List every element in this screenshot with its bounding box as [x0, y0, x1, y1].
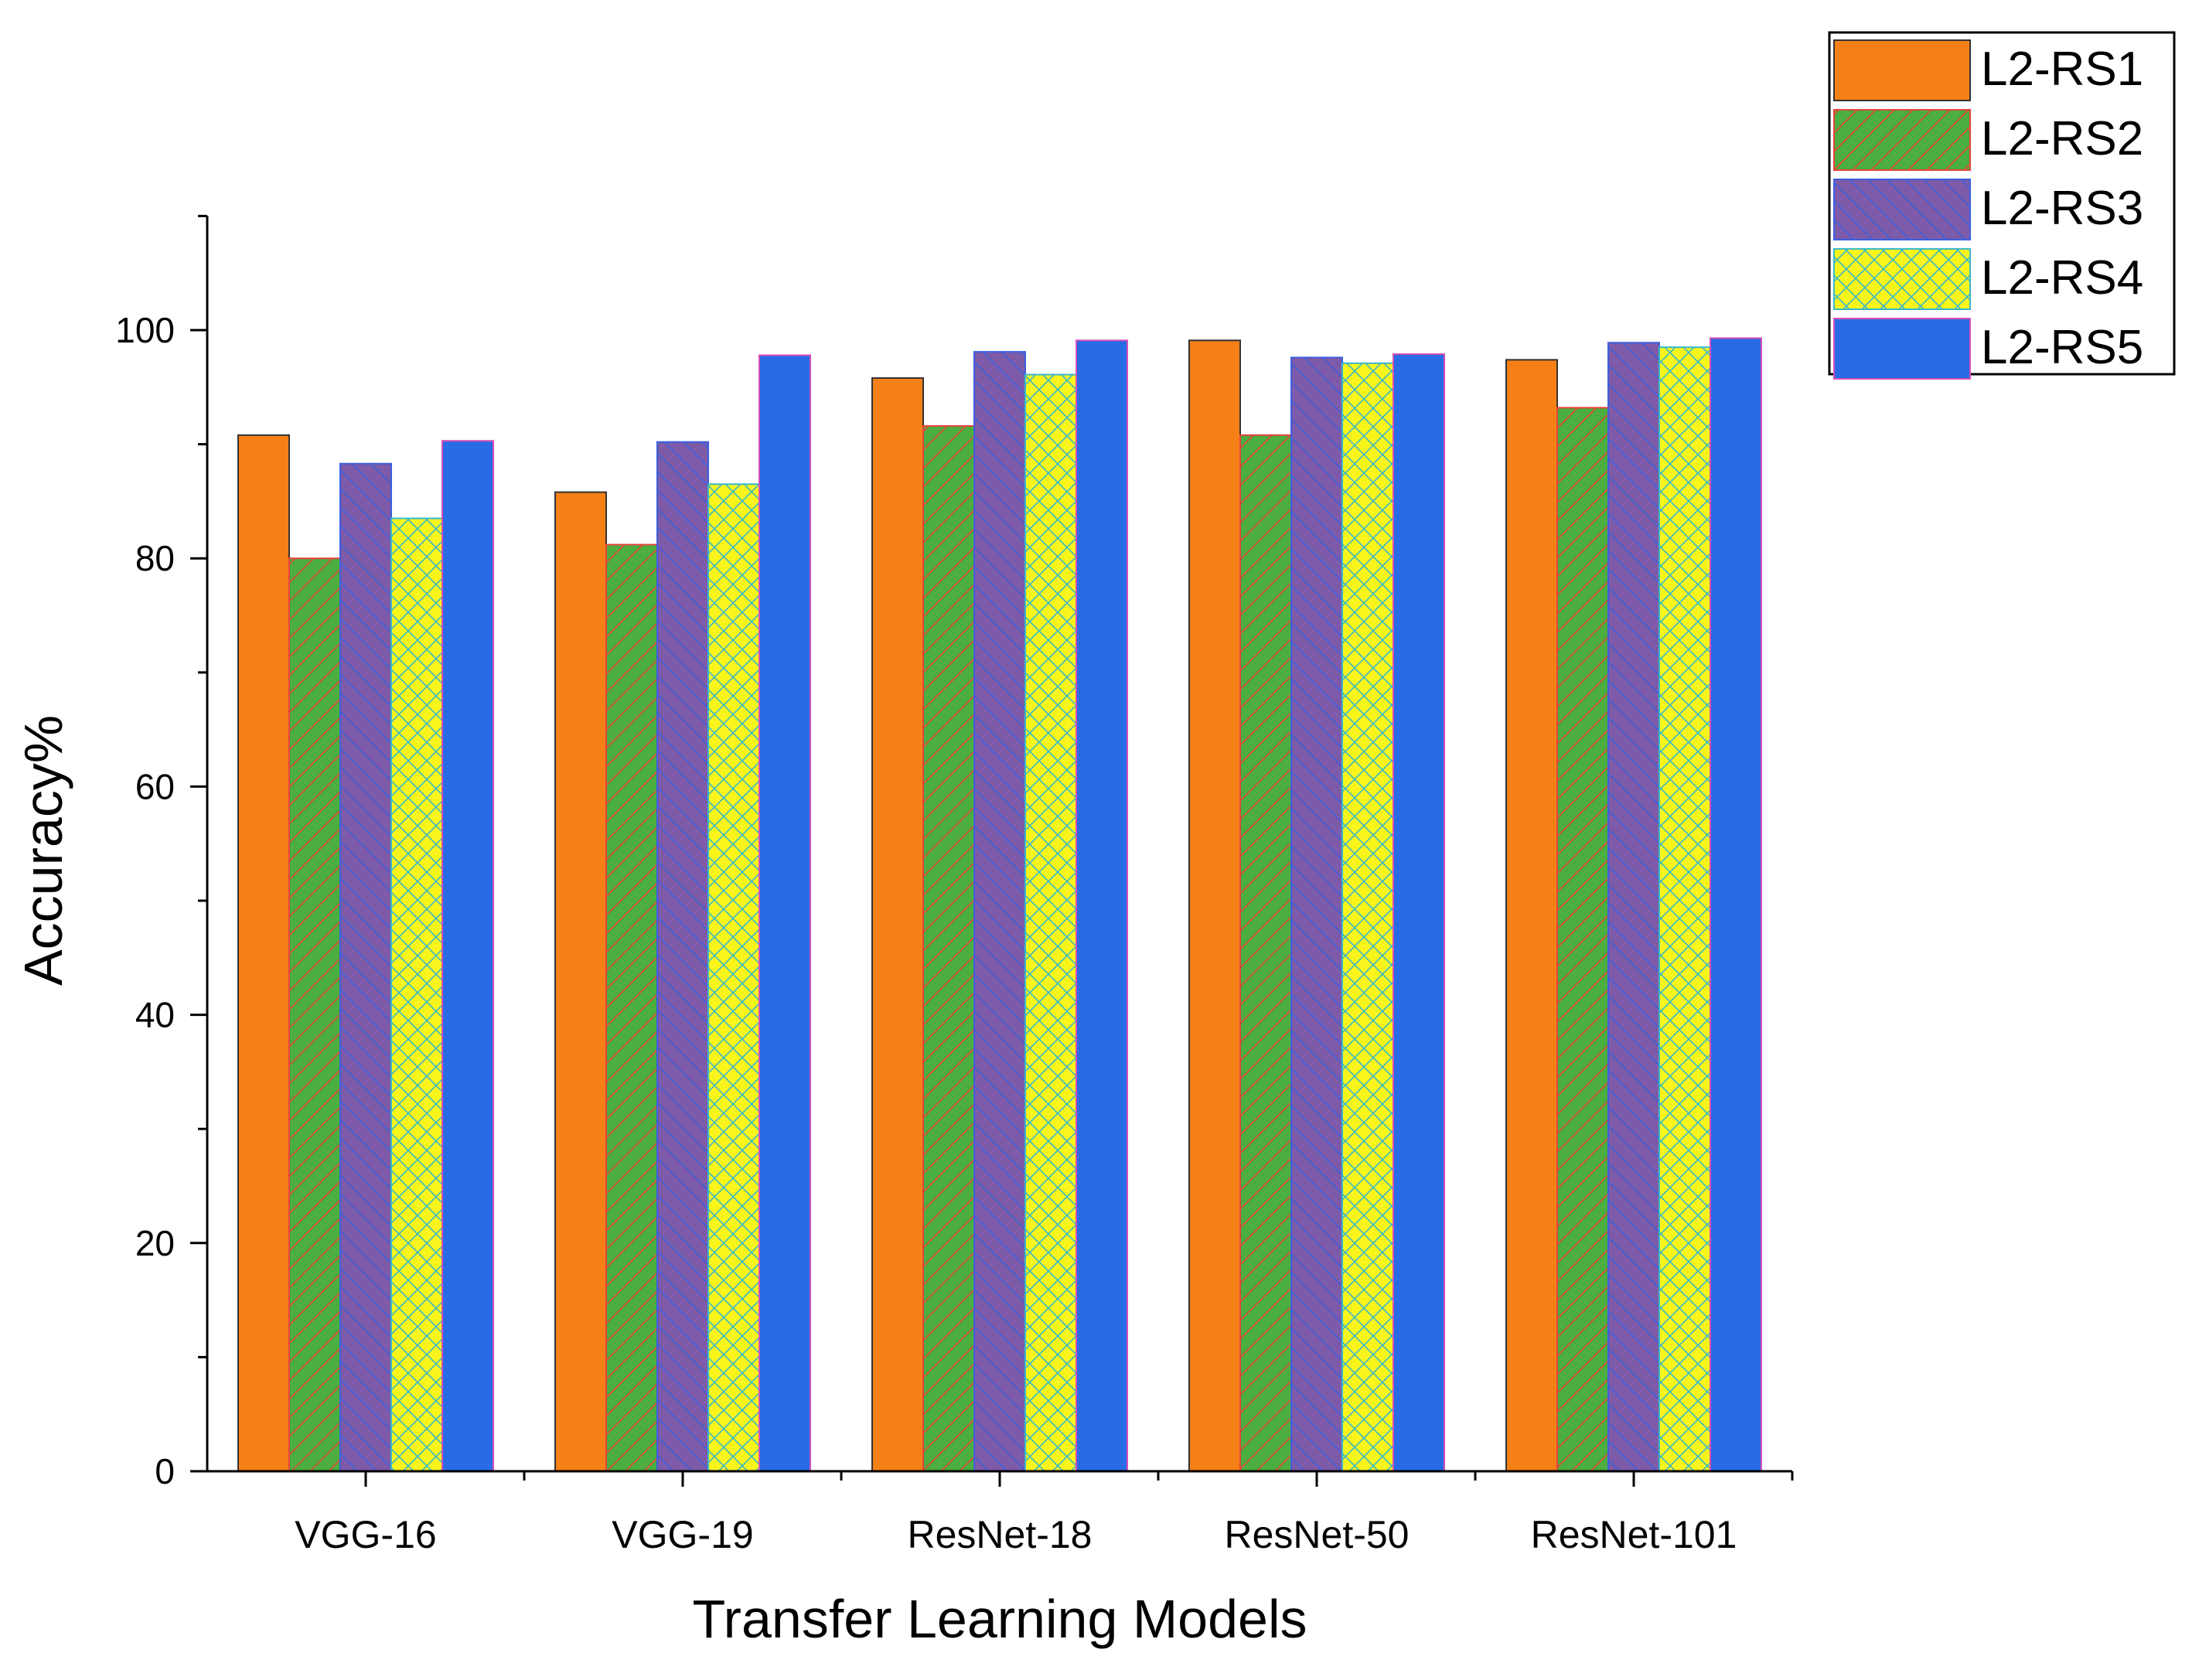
y-tick-label: 20 [135, 1223, 175, 1263]
bar-l2-rs4-resnet-18 [1024, 373, 1077, 1473]
y-tick-label: 100 [115, 310, 175, 350]
x-axis-title: Transfer Learning Models [692, 1589, 1307, 1649]
x-tick-label: ResNet-101 [1531, 1513, 1737, 1556]
legend: L2-RS1 L2-RS2 L2-RS3 L2-RS4 L2-RS5 [1828, 31, 2176, 380]
legend-label-l2-rs2: L2-RS2 [1981, 112, 2143, 165]
bar-l2-rs2-vgg-19 [605, 544, 658, 1472]
bar-l2-rs4-resnet-101 [1658, 346, 1711, 1472]
bar-l2-rs3-vgg-16 [339, 462, 392, 1472]
y-axis-title: Accuracy% [13, 715, 73, 986]
x-tick-label: ResNet-50 [1225, 1513, 1410, 1556]
bar-l2-rs2-resnet-101 [1556, 407, 1609, 1472]
legend-swatch-l2-rs2 [1833, 109, 1971, 171]
bar-l2-rs5-vgg-19 [759, 354, 811, 1472]
legend-swatch-l2-rs1 [1833, 39, 1971, 101]
legend-label-l2-rs3: L2-RS3 [1981, 182, 2143, 235]
bar-l2-rs1-vgg-19 [554, 491, 607, 1472]
bar-l2-rs1-vgg-16 [237, 434, 290, 1472]
x-tick-label: VGG-19 [612, 1513, 753, 1556]
legend-label-l2-rs5: L2-RS5 [1981, 321, 2143, 374]
y-tick-label: 0 [155, 1451, 175, 1491]
legend-swatch-l2-rs4 [1833, 248, 1971, 310]
bar-l2-rs3-resnet-50 [1290, 356, 1343, 1473]
bar-l2-rs5-resnet-101 [1710, 337, 1762, 1472]
bar-l2-rs2-vgg-16 [288, 557, 341, 1473]
bar-group [237, 337, 1762, 1473]
bar-l2-rs4-vgg-16 [390, 517, 443, 1472]
y-tick-label: 60 [135, 766, 175, 806]
bar-l2-rs5-resnet-18 [1076, 339, 1128, 1472]
bar-l2-rs3-resnet-101 [1607, 342, 1660, 1473]
bar-l2-rs5-vgg-16 [441, 440, 494, 1472]
y-tick-label: 40 [135, 995, 175, 1035]
axes: 0 20 40 60 80 100 VGG-16 VGG-19 ResNet-18 ResNet-… [13, 214, 1794, 1649]
bar-l2-rs4-vgg-19 [707, 483, 760, 1472]
legend-swatch-l2-rs5 [1833, 318, 1971, 380]
bar-l2-rs5-resnet-50 [1393, 353, 1445, 1473]
legend-label-l2-rs1: L2-RS1 [1981, 43, 2143, 96]
bar-l2-rs3-vgg-19 [656, 441, 709, 1473]
x-tick-label: ResNet-18 [908, 1513, 1093, 1556]
x-tick-label: VGG-16 [295, 1513, 436, 1556]
bar-l2-rs1-resnet-50 [1188, 339, 1241, 1472]
bar-l2-rs2-resnet-18 [922, 424, 975, 1472]
bar-l2-rs4-resnet-50 [1341, 362, 1394, 1473]
legend-swatch-l2-rs3 [1833, 179, 1971, 240]
bar-l2-rs1-resnet-101 [1505, 359, 1558, 1473]
legend-label-l2-rs4: L2-RS4 [1981, 251, 2143, 305]
bar-l2-rs2-resnet-50 [1239, 434, 1292, 1472]
bar-l2-rs1-resnet-18 [871, 377, 924, 1473]
y-tick-label: 80 [135, 538, 175, 578]
bar-l2-rs3-resnet-18 [973, 351, 1026, 1473]
